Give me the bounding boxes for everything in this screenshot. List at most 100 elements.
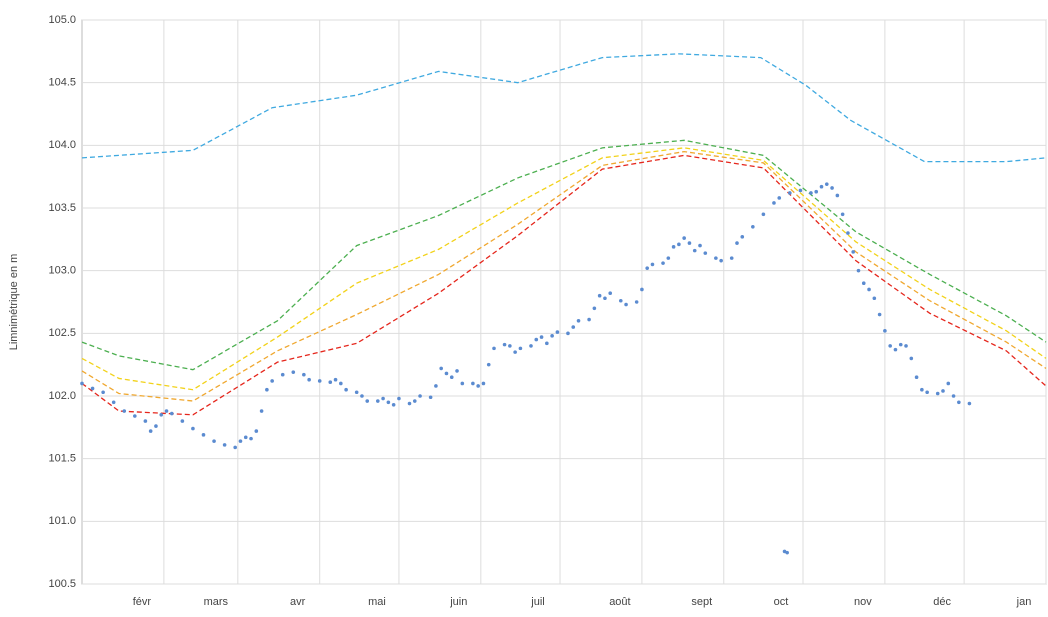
scatter-point [909, 356, 914, 361]
scatter-point [661, 261, 665, 265]
scatter-point [951, 394, 956, 398]
scatter-point [819, 184, 824, 189]
scatter-point [640, 287, 644, 292]
scatter-point [280, 372, 285, 377]
y-tick-label: 101.5 [48, 453, 76, 465]
scatter-point [365, 399, 370, 403]
scatter-point [814, 189, 819, 194]
scatter-point [740, 235, 745, 239]
scatter-point [191, 426, 195, 431]
y-tick-label: 103.5 [48, 202, 76, 214]
scatter-point [486, 362, 491, 367]
scatter-point [925, 390, 929, 395]
x-tick-label: sept [691, 596, 712, 608]
scatter-point [920, 387, 924, 392]
scatter-point [154, 424, 158, 428]
scatter-point [788, 191, 792, 195]
scatter-point [692, 248, 697, 253]
dashed-line [81, 139, 1047, 371]
scatter-point [835, 193, 840, 198]
scatter-point [386, 400, 391, 405]
scatter-point [856, 268, 861, 273]
scatter-point [645, 266, 649, 270]
scatter-point [412, 399, 417, 403]
scatter-point [455, 369, 459, 373]
scatter-point [111, 400, 116, 405]
scatter-point [439, 366, 443, 371]
scatter-point [233, 445, 237, 450]
scatter-point [846, 231, 850, 235]
scatter-point [513, 350, 517, 354]
scatter-point [714, 256, 718, 260]
scatter-point [798, 188, 803, 193]
x-tick-label: avr [290, 596, 306, 608]
scatter-point [164, 409, 169, 413]
scatter-point [772, 201, 776, 205]
scatter-point [761, 212, 766, 217]
scatter-point [148, 429, 153, 433]
scatter-point [608, 291, 613, 296]
scatter-point [576, 319, 581, 323]
y-tick-label: 105.0 [48, 14, 76, 26]
scatter-point [751, 225, 755, 229]
y-tick-label: 102.5 [48, 327, 76, 339]
scatter-point [481, 381, 486, 386]
scatter-point [391, 402, 396, 407]
scatter-point [460, 381, 465, 386]
scatter-point [407, 401, 412, 406]
scatter-point [249, 436, 253, 441]
scatter-point [169, 411, 174, 416]
scatter-point [550, 334, 554, 338]
scatter-point [317, 379, 322, 383]
scatter-point [418, 394, 422, 398]
scatter-point [941, 389, 945, 393]
x-tick-label: nov [854, 596, 872, 608]
scatter-point [682, 236, 686, 240]
scatter-point [529, 344, 533, 348]
scatter-point [571, 325, 576, 329]
scatter-point [397, 396, 401, 401]
scatter-point [307, 377, 311, 382]
scatter-point [476, 384, 480, 388]
scatter-point [851, 250, 855, 254]
x-tick-label: oct [774, 596, 789, 608]
scatter-point [735, 241, 739, 245]
scatter-point [212, 439, 216, 443]
scatter-point [291, 370, 296, 374]
scatter-point [259, 409, 264, 413]
scatter-point [634, 300, 639, 304]
scatter-point [597, 293, 602, 298]
scatter-point [222, 443, 227, 447]
scatter-point [133, 414, 137, 418]
scatter-point [270, 379, 274, 383]
scatter-point [333, 377, 338, 382]
y-tick-label: 104.5 [48, 77, 76, 89]
scatter-point [539, 335, 544, 339]
scatter-point [893, 347, 898, 352]
scatter-point [677, 242, 681, 247]
scatter-point [877, 312, 882, 317]
x-tick-label: mai [368, 596, 386, 608]
scatter-point [428, 395, 433, 400]
scatter-point [904, 344, 908, 348]
scatter-point [840, 212, 845, 217]
scatter-point [957, 400, 961, 405]
scatter-point [122, 409, 127, 413]
scatter-point [888, 344, 892, 348]
scatter-point [381, 396, 385, 401]
x-tick-label: juil [530, 596, 544, 608]
scatter-point [861, 281, 866, 286]
scatter-point [449, 375, 454, 380]
scatter-point [872, 296, 877, 301]
scatter-point [344, 387, 348, 392]
scatter-point [666, 256, 671, 260]
scatter-point [967, 401, 972, 406]
scatter-point [360, 394, 364, 398]
scatter-point [809, 191, 813, 195]
scatter-point [502, 342, 507, 347]
scatter-point [555, 330, 560, 334]
scatter-point [719, 258, 723, 263]
scatter-point [830, 186, 834, 190]
